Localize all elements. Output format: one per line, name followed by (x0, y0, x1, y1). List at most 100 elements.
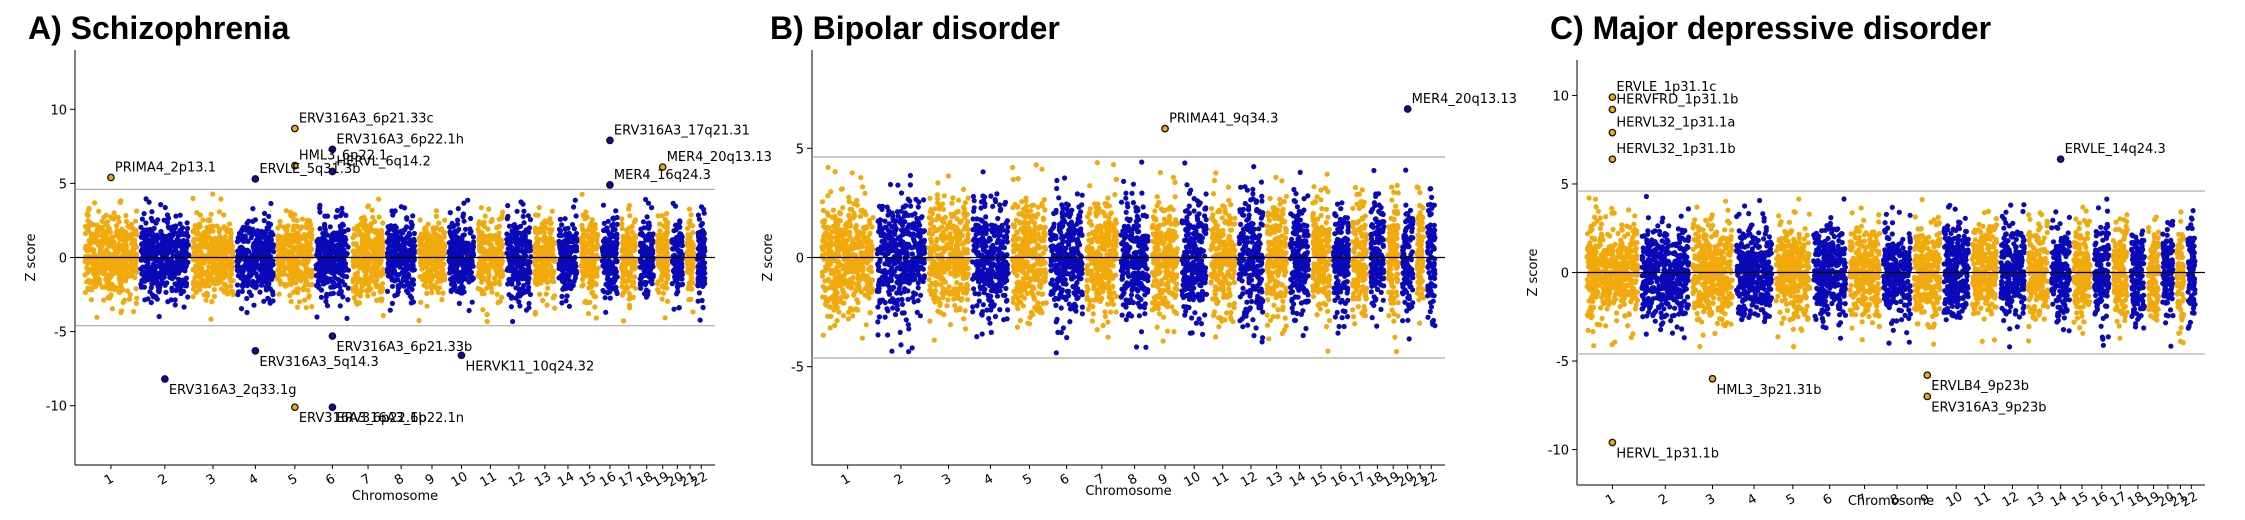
data-point (329, 270, 335, 276)
data-point (132, 262, 138, 268)
data-point (287, 292, 293, 299)
data-point (585, 311, 592, 317)
data-point (122, 257, 128, 263)
data-point (613, 284, 619, 290)
data-point (547, 262, 553, 268)
data-point (374, 284, 380, 290)
data-point (211, 240, 217, 246)
data-point (141, 211, 147, 217)
data-point (133, 231, 139, 237)
data-point (464, 251, 470, 257)
data-point (152, 280, 158, 286)
data-point (417, 217, 423, 223)
data-point (662, 234, 668, 240)
data-point (127, 292, 133, 298)
data-point (245, 238, 251, 244)
data-point (583, 215, 589, 221)
data-point (180, 277, 186, 283)
data-point (212, 261, 218, 267)
data-point (86, 242, 92, 248)
data-point (117, 289, 123, 295)
data-point (283, 208, 289, 214)
data-point (307, 282, 313, 288)
data-point (295, 286, 301, 292)
data-point (459, 235, 465, 242)
data-point (579, 283, 585, 289)
data-point (268, 200, 274, 207)
data-point (499, 215, 505, 221)
data-point (98, 247, 104, 253)
data-point (583, 298, 589, 304)
data-point (417, 256, 423, 262)
data-point (177, 212, 183, 218)
data-point (296, 299, 303, 305)
data-point (263, 284, 269, 290)
data-point (516, 276, 522, 282)
data-point (406, 230, 412, 236)
data-point (642, 247, 648, 253)
data-point (535, 212, 541, 218)
data-point (218, 196, 224, 202)
data-point (619, 248, 625, 254)
data-point (520, 201, 526, 207)
data-point (571, 226, 578, 232)
data-point (421, 271, 428, 277)
data-point (337, 223, 343, 229)
data-point (387, 243, 393, 249)
data-point (269, 276, 275, 282)
data-point (376, 196, 382, 202)
data-point (260, 243, 266, 249)
data-point (373, 227, 379, 234)
data-point (428, 282, 434, 288)
data-point (210, 265, 216, 271)
data-point (543, 291, 549, 297)
data-point (544, 302, 550, 308)
data-point (563, 258, 569, 264)
data-point (362, 255, 368, 262)
data-point (350, 276, 356, 282)
data-point (168, 297, 174, 303)
data-point (158, 202, 164, 208)
data-point (512, 224, 518, 230)
data-point (246, 218, 252, 224)
data-point (424, 303, 430, 309)
data-point (492, 264, 498, 271)
data-point (90, 222, 96, 228)
data-point (671, 306, 677, 312)
data-point (508, 295, 515, 301)
data-point (565, 225, 571, 231)
data-point (216, 272, 222, 278)
data-point (294, 290, 301, 296)
data-point (109, 215, 115, 221)
data-point (303, 263, 309, 269)
data-point (230, 289, 236, 295)
panel-schizophrenia: A) Schizophrenia PRIMA4_2p13.1 ERV316A3_6… (0, 0, 772, 520)
data-point (648, 260, 654, 266)
data-point (309, 232, 315, 238)
data-point (572, 197, 578, 203)
data-point (521, 220, 527, 226)
data-point (305, 252, 311, 258)
data-point (664, 272, 670, 278)
data-point (527, 291, 534, 298)
data-point (84, 279, 90, 285)
data-point (566, 303, 573, 309)
data-point (258, 252, 264, 258)
data-point (455, 217, 461, 223)
data-point (217, 226, 223, 232)
data-point (228, 283, 234, 289)
data-point (261, 210, 268, 216)
data-point (82, 257, 89, 263)
data-point (197, 212, 203, 218)
data-point (619, 216, 625, 222)
data-point (601, 227, 607, 234)
data-point (246, 289, 252, 295)
data-point (293, 280, 299, 286)
data-point (205, 226, 211, 232)
data-point (455, 262, 461, 268)
data-point (276, 266, 282, 272)
data-point (334, 230, 340, 236)
data-point (212, 235, 218, 242)
data-point (323, 298, 329, 304)
data-point (469, 299, 475, 305)
